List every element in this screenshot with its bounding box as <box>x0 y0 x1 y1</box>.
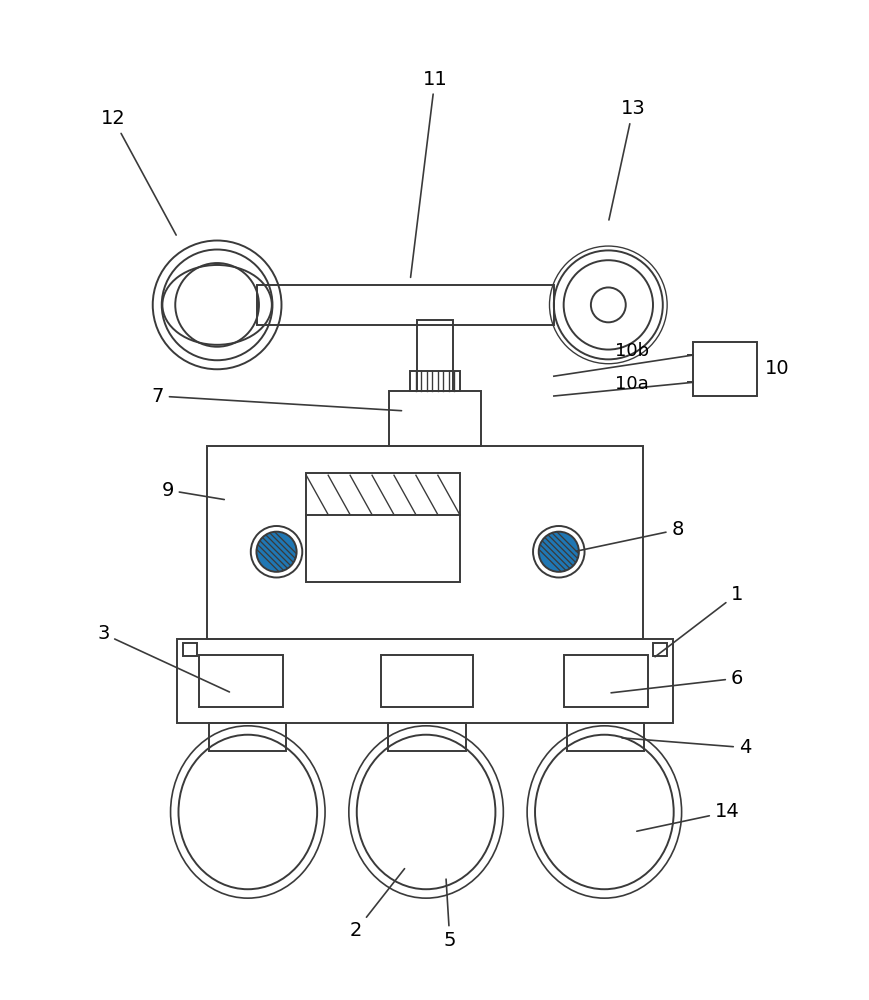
Text: 10: 10 <box>764 359 788 378</box>
Text: 6: 6 <box>610 669 742 693</box>
Bar <box>389 391 480 446</box>
Text: 13: 13 <box>608 99 645 220</box>
Text: 11: 11 <box>410 70 447 277</box>
Bar <box>652 643 666 656</box>
Text: 3: 3 <box>97 624 229 692</box>
Text: 12: 12 <box>101 109 176 235</box>
Bar <box>417 320 452 391</box>
Bar <box>207 446 642 639</box>
Bar <box>177 639 672 723</box>
Bar <box>256 285 554 325</box>
Circle shape <box>256 532 296 572</box>
Text: 4: 4 <box>621 738 750 757</box>
Bar <box>566 723 643 751</box>
Text: 14: 14 <box>636 802 739 831</box>
Bar <box>380 655 473 707</box>
Bar <box>199 655 283 707</box>
Text: 10b: 10b <box>614 342 648 360</box>
Text: 8: 8 <box>576 520 683 551</box>
Bar <box>306 473 459 582</box>
Text: 9: 9 <box>162 481 224 500</box>
Bar <box>563 655 647 707</box>
Bar <box>209 723 286 751</box>
Circle shape <box>538 532 578 572</box>
Text: 10a: 10a <box>614 375 648 393</box>
Bar <box>692 342 756 396</box>
Bar <box>183 643 197 656</box>
Bar <box>410 371 459 391</box>
Bar <box>388 723 465 751</box>
Text: 1: 1 <box>654 585 742 657</box>
Text: 7: 7 <box>151 387 401 411</box>
Text: 5: 5 <box>443 879 455 950</box>
Text: 2: 2 <box>349 869 404 940</box>
